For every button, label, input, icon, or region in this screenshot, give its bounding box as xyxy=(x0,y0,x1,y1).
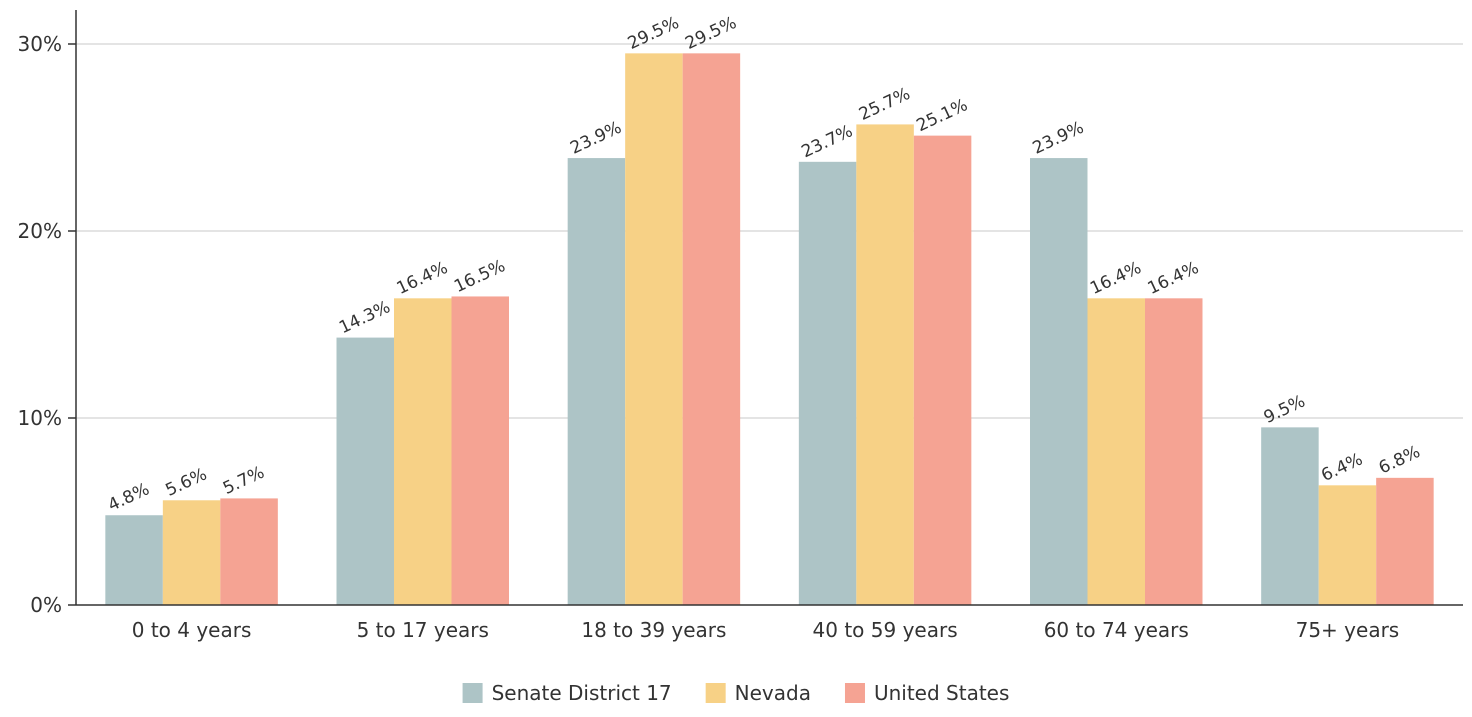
bar-senate-district-17 xyxy=(336,337,394,605)
bar-senate-district-17 xyxy=(1030,158,1088,605)
data-label: 23.7% xyxy=(798,121,855,162)
data-label: 6.8% xyxy=(1376,442,1424,478)
bars xyxy=(105,53,1434,606)
data-label: 5.7% xyxy=(220,463,268,499)
bar-united-states xyxy=(1145,298,1203,605)
legend-item[interactable]: United States xyxy=(844,681,1009,705)
data-labels: 4.8% 5.6% 5.7%14.3%16.4% 16.5%23.9%29.5% 29.… xyxy=(105,13,1423,516)
legend-swatch xyxy=(462,683,483,703)
y-tick-label: 10% xyxy=(18,406,62,430)
bar-nevada xyxy=(1318,485,1377,605)
data-label: 14.3% xyxy=(336,297,393,338)
data-label: 25.7% xyxy=(856,84,913,125)
bar-united-states xyxy=(451,296,509,605)
legend: Senate District 17 Nevada United States xyxy=(462,681,1009,705)
legend-label: United States xyxy=(874,681,1009,705)
data-label: 25.1% xyxy=(913,95,970,136)
data-label: 6.4% xyxy=(1318,449,1366,485)
data-label: 16.4% xyxy=(1087,258,1144,299)
legend-item[interactable]: Senate District 17 xyxy=(462,681,672,705)
data-label: 16.5% xyxy=(451,256,508,297)
bar-nevada xyxy=(394,298,452,605)
bar-senate-district-17 xyxy=(1261,427,1319,605)
data-label: 16.4% xyxy=(394,258,451,299)
y-tick-label: 30% xyxy=(18,32,62,56)
bar-nevada xyxy=(162,500,221,605)
data-label: 5.6% xyxy=(162,464,210,500)
data-label: 9.5% xyxy=(1261,391,1309,427)
bar-nevada xyxy=(856,124,914,605)
data-label: 16.4% xyxy=(1145,258,1202,299)
bar-united-states xyxy=(682,53,741,606)
y-tick-label: 20% xyxy=(18,219,62,243)
bar-united-states xyxy=(913,135,972,605)
x-tick-label: 18 to 39 years xyxy=(581,618,726,642)
legend-swatch xyxy=(705,683,726,703)
bar-united-states xyxy=(220,498,278,605)
data-label: 29.5% xyxy=(682,13,739,54)
bar-united-states xyxy=(1376,477,1434,605)
x-tick-label: 0 to 4 years xyxy=(132,618,252,642)
data-label: 23.9% xyxy=(1030,118,1087,159)
y-tick-label: 0% xyxy=(30,593,62,617)
legend-item[interactable]: Nevada xyxy=(705,681,811,705)
bar-nevada xyxy=(625,53,683,606)
bar-senate-district-17 xyxy=(105,515,163,605)
bar-senate-district-17 xyxy=(567,158,626,605)
x-tick-label: 75+ years xyxy=(1296,618,1400,642)
legend-label: Senate District 17 xyxy=(492,681,672,705)
gridlines xyxy=(76,43,1463,419)
data-label: 4.8% xyxy=(105,479,153,515)
legend-label: Nevada xyxy=(735,681,811,705)
axes: 0% 10% 20% 30% 0 to 4 years 5 to 17 years 18 t… xyxy=(18,10,1463,642)
bar-nevada xyxy=(1087,298,1145,605)
bar-senate-district-17 xyxy=(798,161,857,605)
data-label: 29.5% xyxy=(625,13,682,54)
x-tick-label: 40 to 59 years xyxy=(813,618,958,642)
legend-swatch xyxy=(844,683,865,703)
data-label: 23.9% xyxy=(567,118,624,159)
x-tick-label: 60 to 74 years xyxy=(1044,618,1189,642)
x-tick-label: 5 to 17 years xyxy=(357,618,489,642)
